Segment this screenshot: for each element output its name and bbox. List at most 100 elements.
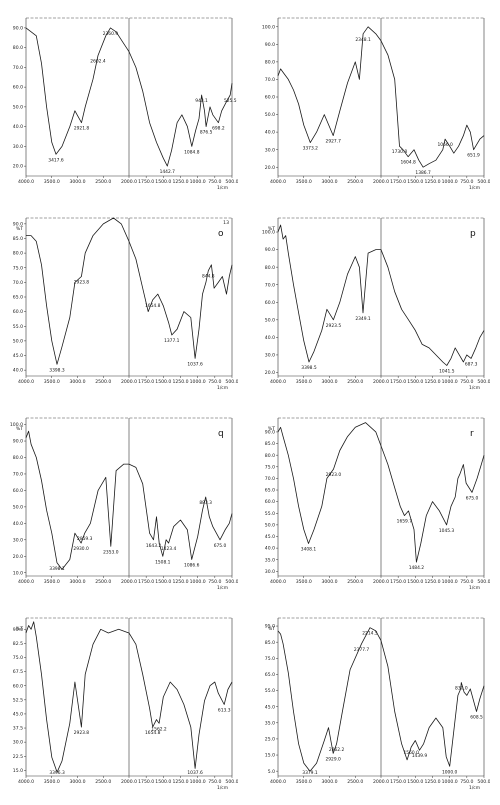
y-tick-label: 60.0 bbox=[265, 95, 275, 101]
spectrum-panel-2: 4000.0 3500.0 3000.0 2500.0 2000.0 1750.0 1500… bbox=[258, 4, 490, 194]
peak-label: 1562.2 bbox=[151, 726, 167, 732]
x-tick-label: 500.0 bbox=[225, 179, 238, 185]
peak-label: 2923.8 bbox=[74, 280, 90, 286]
y-tick-label: 52.5 bbox=[13, 697, 23, 703]
y-tick-label: 15.0 bbox=[265, 753, 275, 759]
x-tick-label: 4000.0 bbox=[270, 179, 286, 185]
x-tick-label: 3500.0 bbox=[44, 379, 60, 385]
x-tick-label: 3500.0 bbox=[296, 379, 312, 385]
x-tick-label: 2500.0 bbox=[347, 579, 363, 585]
y-tick-label: 70.0 bbox=[13, 472, 23, 478]
x-tick-label: 1250.0 bbox=[172, 579, 188, 585]
x-tick-label: 750.0 bbox=[460, 179, 473, 185]
y-tick-label: 70.0 bbox=[265, 282, 275, 288]
y-tick-label: 75.0 bbox=[265, 464, 275, 470]
y-tick-label: 40.0 bbox=[13, 521, 23, 527]
x-tick-label: 3500.0 bbox=[296, 579, 312, 585]
peak-label: 1604.8 bbox=[400, 160, 416, 166]
peak-label: 675.0 bbox=[466, 495, 479, 501]
peak-label: 1000.0 bbox=[442, 769, 458, 775]
x-tick-label: 2500.0 bbox=[95, 179, 111, 185]
spectrum-trace bbox=[277, 224, 485, 366]
x-tick-label: 750.0 bbox=[208, 179, 221, 185]
x-tick-label: 1750.0 bbox=[390, 579, 406, 585]
x-tick-label: 2000.0 bbox=[373, 579, 389, 585]
peak-label: 844.8 bbox=[202, 274, 215, 280]
y-tick-label: 40.0 bbox=[265, 130, 275, 136]
peak-label: 525.5 bbox=[224, 98, 237, 104]
spectrum-trace bbox=[26, 217, 233, 365]
peak-label: 613.3 bbox=[218, 708, 231, 714]
y-tick-label: 60.0 bbox=[265, 499, 275, 505]
x-tick-label: 1000.0 bbox=[190, 179, 206, 185]
peak-label: 3398.1 bbox=[49, 566, 65, 572]
x-tick-label: 4000.0 bbox=[270, 579, 286, 585]
y-tick-label: 35.0 bbox=[265, 557, 275, 563]
peak-label: 943.1 bbox=[195, 98, 208, 104]
spectrum-panel-7: 4000.0 3500.0 3000.0 2500.0 2000.0 1750.0 1500… bbox=[6, 604, 238, 794]
peak-label: 1484.2 bbox=[409, 565, 425, 571]
x-tick-label: 1000.0 bbox=[190, 779, 206, 785]
y-tick-label: 20.0 bbox=[265, 165, 275, 171]
x-tick-label: 1500.0 bbox=[407, 579, 423, 585]
peak-label: 1439.9 bbox=[412, 753, 428, 759]
y-tick-label: 45.0 bbox=[265, 704, 275, 710]
x-tick-label: 1750.0 bbox=[138, 579, 154, 585]
x-tick-label: 2500.0 bbox=[95, 779, 111, 785]
x-tick-label: 4000.0 bbox=[18, 579, 34, 585]
y-tick-label: 75.0 bbox=[13, 655, 23, 661]
panel-letter: q bbox=[218, 429, 224, 439]
x-tick-label: 2500.0 bbox=[347, 379, 363, 385]
y-tick-label: 80.0 bbox=[265, 453, 275, 459]
peak-label: 830.0 bbox=[455, 685, 468, 691]
x-tick-label: 4000.0 bbox=[18, 379, 34, 385]
peak-label: 1508.1 bbox=[155, 559, 171, 565]
x-tick-label: 2500.0 bbox=[347, 779, 363, 785]
spectrum-svg-r: 4000.0 3500.0 3000.0 2500.0 2000.0 1750.0 1500… bbox=[265, 417, 490, 591]
peak-label: 1730.8 bbox=[392, 149, 408, 155]
y-tick-label: 70.0 bbox=[265, 476, 275, 482]
y-tick-label: 37.5 bbox=[13, 726, 23, 732]
y-tick-label: 60.0 bbox=[13, 683, 23, 689]
peak-label: 3396.3 bbox=[49, 770, 65, 776]
x-tick-label: 1500.0 bbox=[155, 779, 171, 785]
peak-label: 1037.6 bbox=[187, 770, 203, 776]
x-unit-label: 1/cm bbox=[469, 785, 480, 791]
x-tick-label: 750.0 bbox=[460, 779, 473, 785]
y-tick-label: 90.0 bbox=[13, 439, 23, 445]
x-tick-label: 4000.0 bbox=[270, 779, 286, 785]
y-tick-label: 85.0 bbox=[265, 441, 275, 447]
x-unit-label: 1/cm bbox=[217, 385, 228, 391]
x-unit-label: 1/cm bbox=[469, 585, 480, 591]
y-tick-label: 90.0 bbox=[13, 627, 23, 633]
spectrum-svg-q: 4000.0 3500.0 3000.0 2500.0 2000.0 1750.0 1500… bbox=[10, 417, 238, 591]
y-tick-label: 40.0 bbox=[265, 546, 275, 552]
peak-label: 2923.5 bbox=[326, 323, 342, 329]
x-tick-label: 3500.0 bbox=[296, 179, 312, 185]
spectrum-panel-8: 4000.0 3500.0 3000.0 2500.0 2000.0 1750.0 1500… bbox=[258, 604, 490, 794]
x-tick-label: 500.0 bbox=[225, 779, 238, 785]
x-tick-label: 1250.0 bbox=[424, 379, 440, 385]
spectrum-panel-q: 4000.0 3500.0 3000.0 2500.0 2000.0 1750.0 1500… bbox=[6, 404, 238, 594]
x-tick-label: 1250.0 bbox=[172, 379, 188, 385]
y-tick-label: 40.0 bbox=[13, 368, 23, 374]
y-tick-label: 55.0 bbox=[265, 688, 275, 694]
peak-label: 876.5 bbox=[200, 130, 213, 136]
peak-label: 1659.7 bbox=[397, 519, 413, 525]
x-tick-label: 3000.0 bbox=[321, 379, 337, 385]
x-tick-label: 2500.0 bbox=[95, 379, 111, 385]
x-tick-label: 2500.0 bbox=[347, 179, 363, 185]
x-tick-label: 2000.0 bbox=[373, 179, 389, 185]
peak-label: 2927.7 bbox=[326, 139, 342, 145]
panel-letter: o bbox=[218, 229, 224, 239]
spectrum-panel-r: 4000.0 3500.0 3000.0 2500.0 2000.0 1750.0 1500… bbox=[258, 404, 490, 594]
y-tick-label: 55.0 bbox=[13, 324, 23, 330]
spectrum-panel-p: 4000.0 3500.0 3000.0 2500.0 2000.0 1750.0 1500… bbox=[258, 204, 490, 394]
x-tick-label: 1000.0 bbox=[442, 579, 458, 585]
peak-label: 883.3 bbox=[199, 500, 212, 506]
x-tick-label: 4000.0 bbox=[18, 779, 34, 785]
y-axis-label: %T bbox=[268, 426, 275, 432]
y-tick-label: 50.0 bbox=[13, 504, 23, 510]
x-tick-label: 3000.0 bbox=[69, 179, 85, 185]
x-tick-label: 1000.0 bbox=[442, 779, 458, 785]
